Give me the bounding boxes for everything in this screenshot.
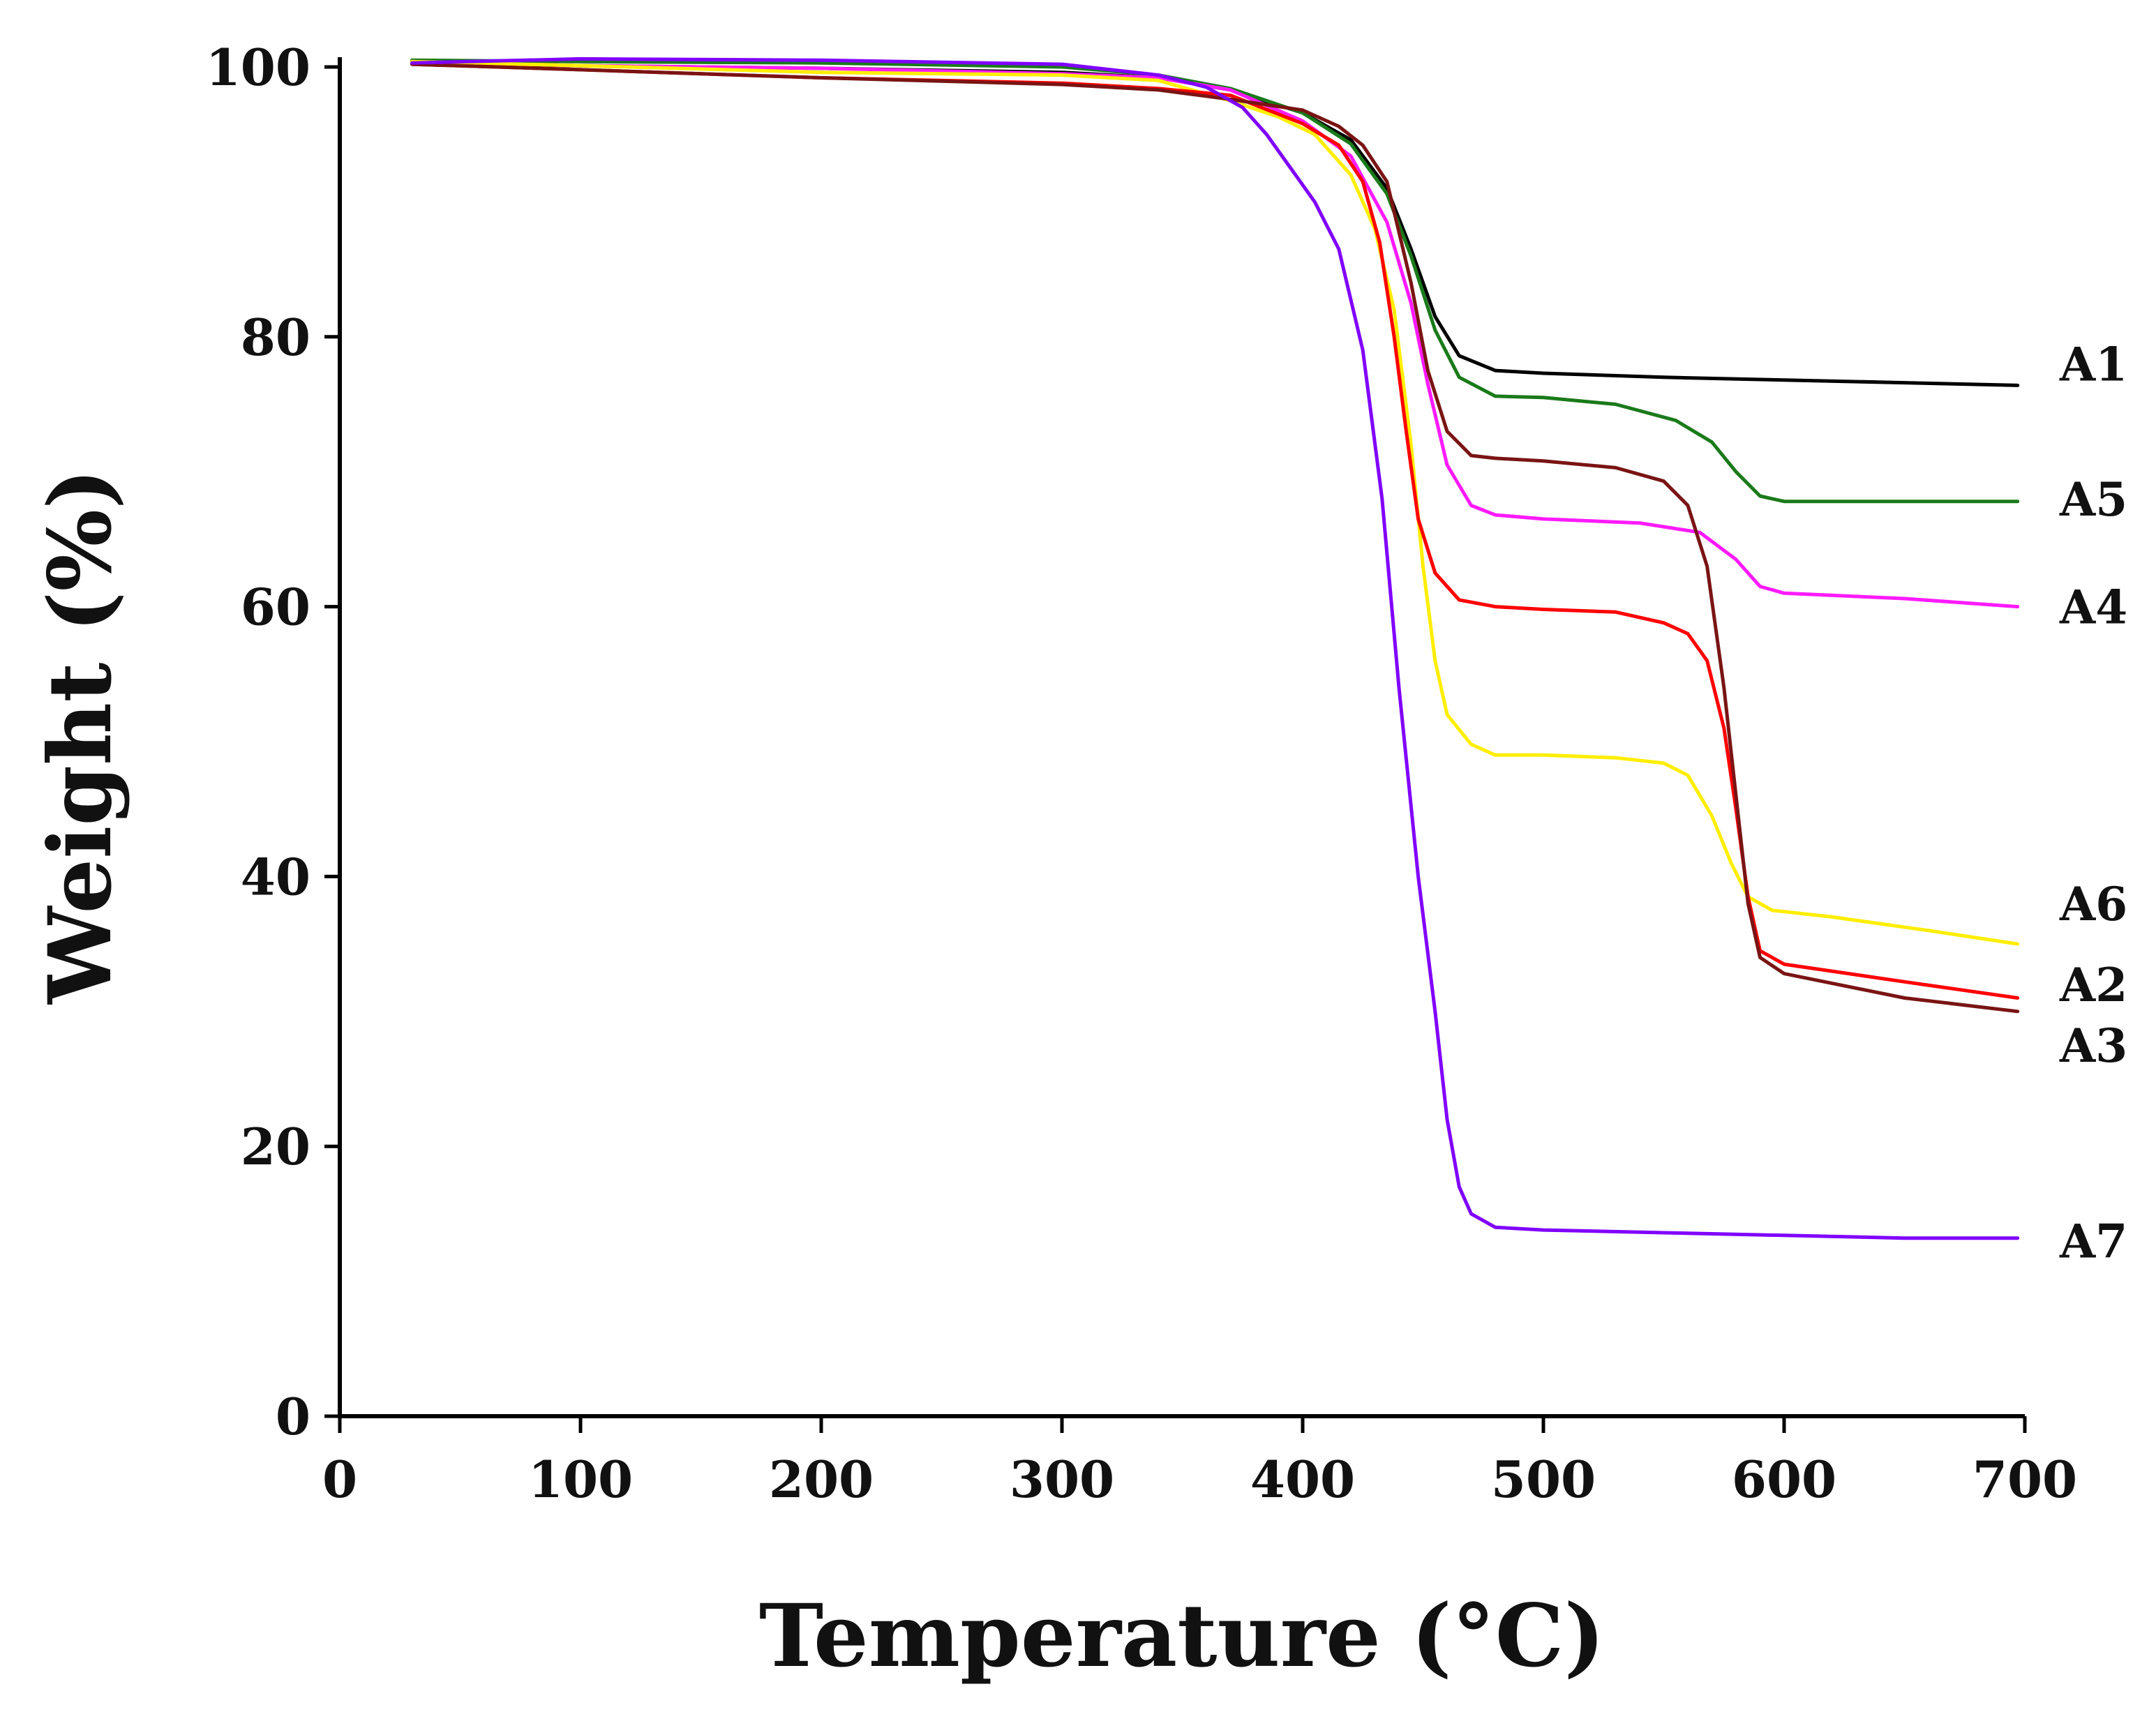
x-tick-label: 600	[1732, 1450, 1836, 1509]
series-label-a1: A1	[2059, 337, 2127, 391]
series-line-a7	[410, 57, 2020, 1240]
y-tick-label: 0	[276, 1387, 310, 1446]
series-line-a2	[410, 62, 2020, 1000]
series-label-a7: A7	[2059, 1215, 2127, 1269]
series-line-a6	[410, 59, 2020, 946]
series-line-a5	[410, 58, 2020, 504]
series-label-a6: A6	[2059, 877, 2127, 931]
x-tick-label: 400	[1250, 1450, 1355, 1509]
series-label-a5: A5	[2059, 472, 2127, 527]
x-tick-label: 100	[528, 1450, 633, 1509]
y-tick-label: 60	[241, 578, 310, 637]
series-label-a2: A2	[2059, 958, 2127, 1012]
series-line-a4	[410, 59, 2020, 609]
x-tick-label: 0	[322, 1450, 357, 1509]
x-ticks-group: 0 100 200 300 400 500 600 700	[322, 1416, 2077, 1509]
x-tick-label: 300	[1010, 1450, 1114, 1509]
series-labels-group: A1 A5 A4 A6 A2 A3 A7	[2059, 337, 2127, 1268]
x-tick-label: 700	[1972, 1450, 2077, 1509]
y-axis-title: Weight (%)	[30, 468, 131, 1005]
series-line-a3	[410, 62, 2020, 1014]
y-tick-label: 20	[241, 1117, 310, 1176]
y-tick-label: 100	[206, 38, 310, 97]
series-label-a3: A3	[2059, 1019, 2127, 1073]
plot-series-group	[410, 57, 2020, 1240]
y-tick-label: 40	[241, 847, 310, 906]
x-tick-label: 500	[1491, 1450, 1596, 1509]
x-axis-title: Temperature (°C)	[759, 1586, 1605, 1687]
series-line-a1	[410, 61, 2020, 387]
y-tick-label: 80	[241, 308, 310, 367]
y-ticks-group: 0 20 40 60 80 100	[206, 38, 340, 1446]
x-tick-label: 200	[769, 1450, 874, 1509]
series-label-a4: A4	[2059, 580, 2127, 635]
